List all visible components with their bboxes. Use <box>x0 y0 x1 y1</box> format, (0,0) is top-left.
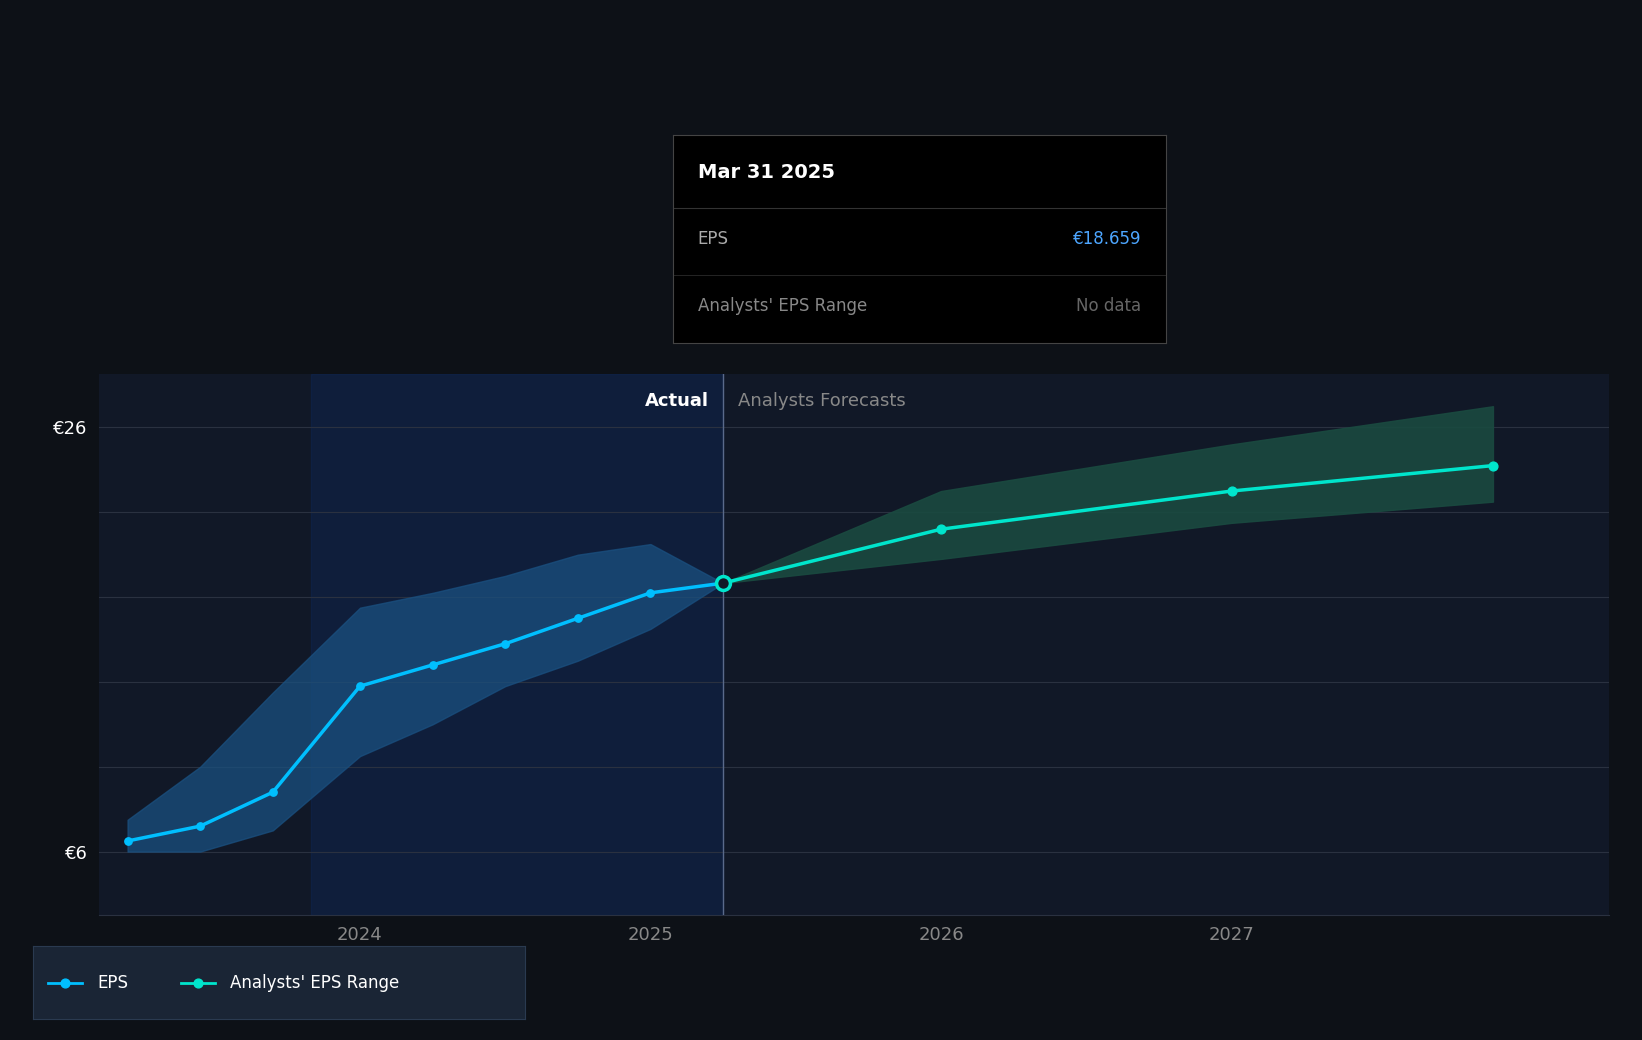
Point <box>565 610 591 627</box>
Point <box>637 584 663 601</box>
Text: Mar 31 2025: Mar 31 2025 <box>698 163 834 182</box>
Text: EPS: EPS <box>97 973 128 992</box>
Text: No data: No data <box>1076 296 1141 315</box>
Point <box>259 784 286 801</box>
Text: Analysts Forecasts: Analysts Forecasts <box>737 392 905 411</box>
Point <box>1218 483 1245 499</box>
Text: Analysts' EPS Range: Analysts' EPS Range <box>230 973 399 992</box>
Point <box>1479 458 1506 474</box>
Bar <box>310 374 722 915</box>
Point <box>419 656 445 673</box>
Point <box>53 974 79 991</box>
Point <box>187 817 213 834</box>
Text: €18.659: €18.659 <box>1072 230 1141 249</box>
Point <box>186 974 210 991</box>
Point <box>709 575 736 592</box>
Text: Analysts' EPS Range: Analysts' EPS Range <box>698 296 867 315</box>
Point <box>115 833 141 850</box>
Text: Actual: Actual <box>645 392 709 411</box>
Point <box>493 635 519 652</box>
Text: EPS: EPS <box>698 230 729 249</box>
Point <box>346 678 373 695</box>
Point <box>928 521 954 538</box>
